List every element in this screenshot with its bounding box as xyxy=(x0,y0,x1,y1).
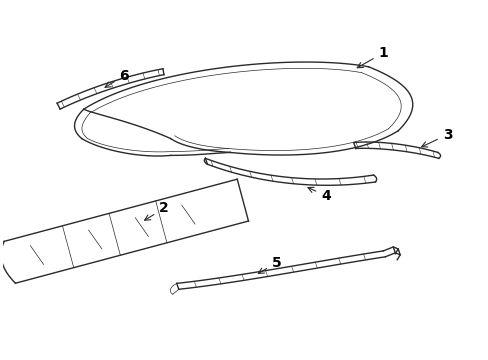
Text: 5: 5 xyxy=(258,256,281,274)
Text: 6: 6 xyxy=(105,68,129,87)
Text: 1: 1 xyxy=(357,46,387,68)
Text: 2: 2 xyxy=(144,202,168,220)
Text: 3: 3 xyxy=(421,128,451,147)
Text: 4: 4 xyxy=(307,187,330,203)
